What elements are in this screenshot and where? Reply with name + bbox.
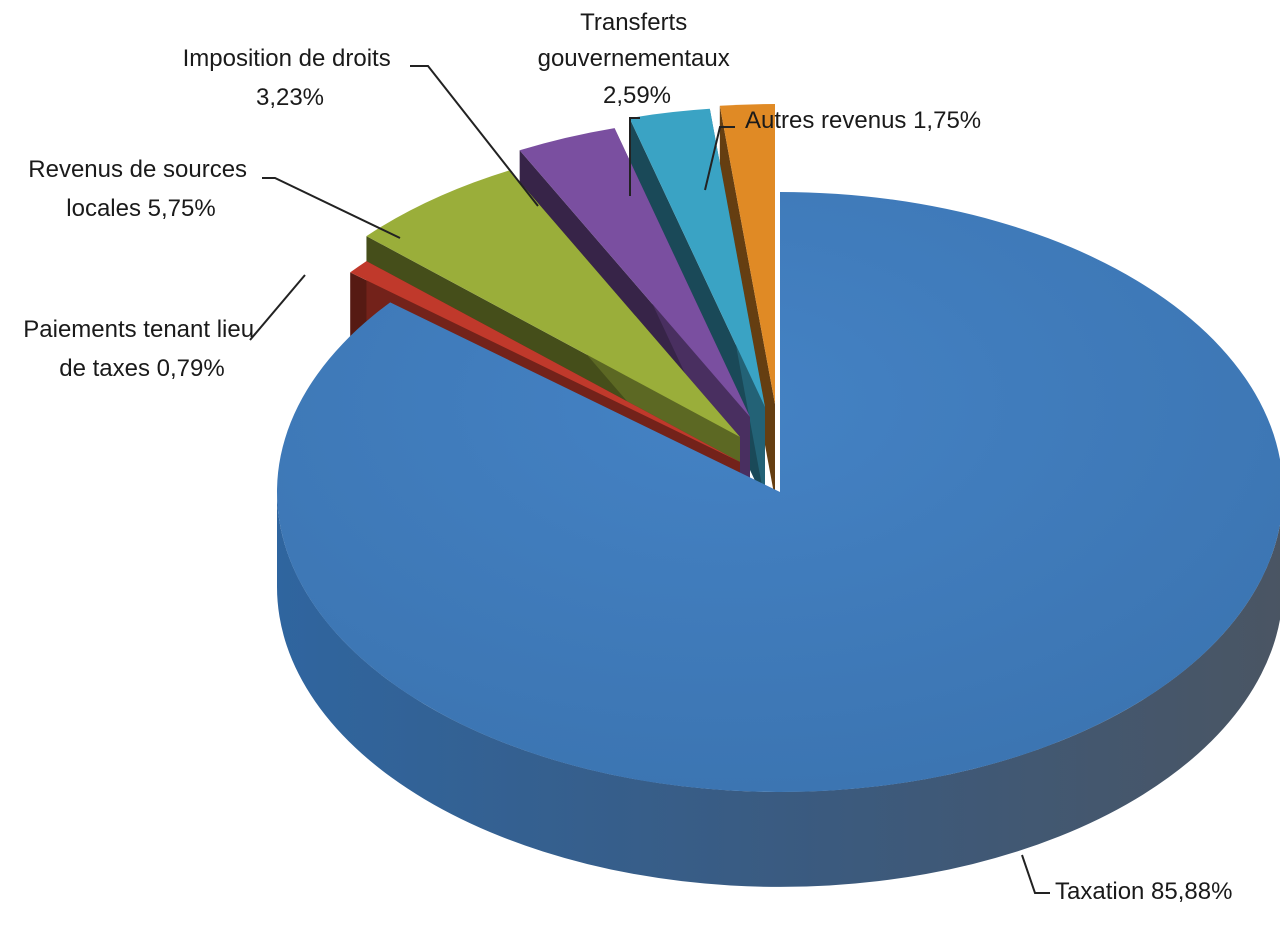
slice-top-revenus: [366, 170, 740, 437]
leader-lines: [249, 65, 1050, 894]
leader-line-revenus: [262, 177, 401, 239]
slice-side-taxation: [277, 492, 1280, 887]
label-autres: Autres revenus 1,75%: [745, 107, 981, 134]
label-transferts: Transferts gouvernementaux 2,59%: [538, 9, 737, 109]
slice-top-imposition: [519, 128, 750, 417]
leader-line-imposition: [410, 65, 539, 207]
leader-line-autres: [704, 126, 735, 191]
slice-labels: Taxation 85,88% Paiements tenant lieu de…: [23, 9, 1232, 905]
label-paiements: Paiements tenant lieu de taxes 0,79%: [23, 316, 260, 382]
leader-line-transferts: [629, 117, 640, 196]
label-imposition: Imposition de droits 3,23%: [183, 45, 398, 111]
label-revenus: Revenus de sources locales 5,75%: [28, 156, 253, 222]
leader-line-taxation: [1021, 854, 1050, 894]
slice-top-paiements: [350, 261, 740, 462]
slice-taxation: [277, 192, 1280, 887]
slice-top-taxation: [277, 192, 1280, 792]
pie-slices: [277, 104, 1280, 887]
label-taxation: Taxation 85,88%: [1055, 878, 1232, 905]
slice-top-autres: [719, 104, 775, 404]
leader-line-paiements: [249, 274, 306, 341]
slice-top-transferts: [629, 108, 765, 407]
